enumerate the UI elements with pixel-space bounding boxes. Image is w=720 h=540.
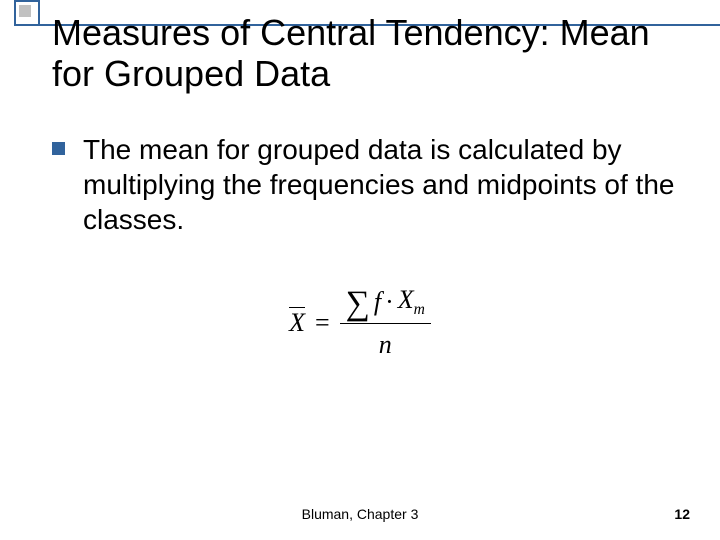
slide: Measures of Central Tendency: Mean for G… [0, 0, 720, 540]
slide-title: Measures of Central Tendency: Mean for G… [52, 12, 700, 95]
formula-numerator: ∑ f · Xm [340, 285, 431, 323]
formula-X: X [398, 285, 414, 314]
formula-Xm: Xm [398, 285, 425, 319]
formula-X-subscript: m [414, 301, 425, 318]
sigma-symbol: ∑ [346, 292, 370, 316]
bullet-item: The mean for grouped data is calculated … [52, 132, 680, 237]
formula-dot: · [385, 287, 394, 317]
slide-body: The mean for grouped data is calculated … [52, 132, 680, 237]
bullet-text: The mean for grouped data is calculated … [83, 132, 680, 237]
formula-denominator: n [379, 324, 392, 360]
formula: X = ∑ f · Xm n [289, 285, 431, 360]
formula-container: X = ∑ f · Xm n [0, 285, 720, 360]
formula-f: f [374, 287, 381, 317]
overbar [289, 307, 305, 308]
formula-fraction: ∑ f · Xm n [340, 285, 431, 360]
square-bullet-icon [52, 142, 65, 155]
footer-text: Bluman, Chapter 3 [0, 506, 720, 522]
title-square-fill [19, 5, 31, 17]
formula-equals: = [315, 308, 330, 338]
formula-lhs-xbar: X [289, 308, 305, 338]
page-number: 12 [674, 506, 690, 522]
formula-lhs-symbol: X [289, 308, 305, 337]
title-square-outline [14, 0, 40, 26]
